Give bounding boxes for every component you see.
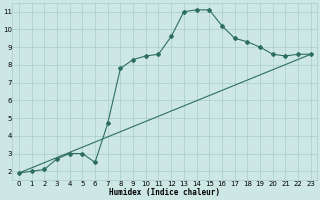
X-axis label: Humidex (Indice chaleur): Humidex (Indice chaleur) [109,188,220,197]
